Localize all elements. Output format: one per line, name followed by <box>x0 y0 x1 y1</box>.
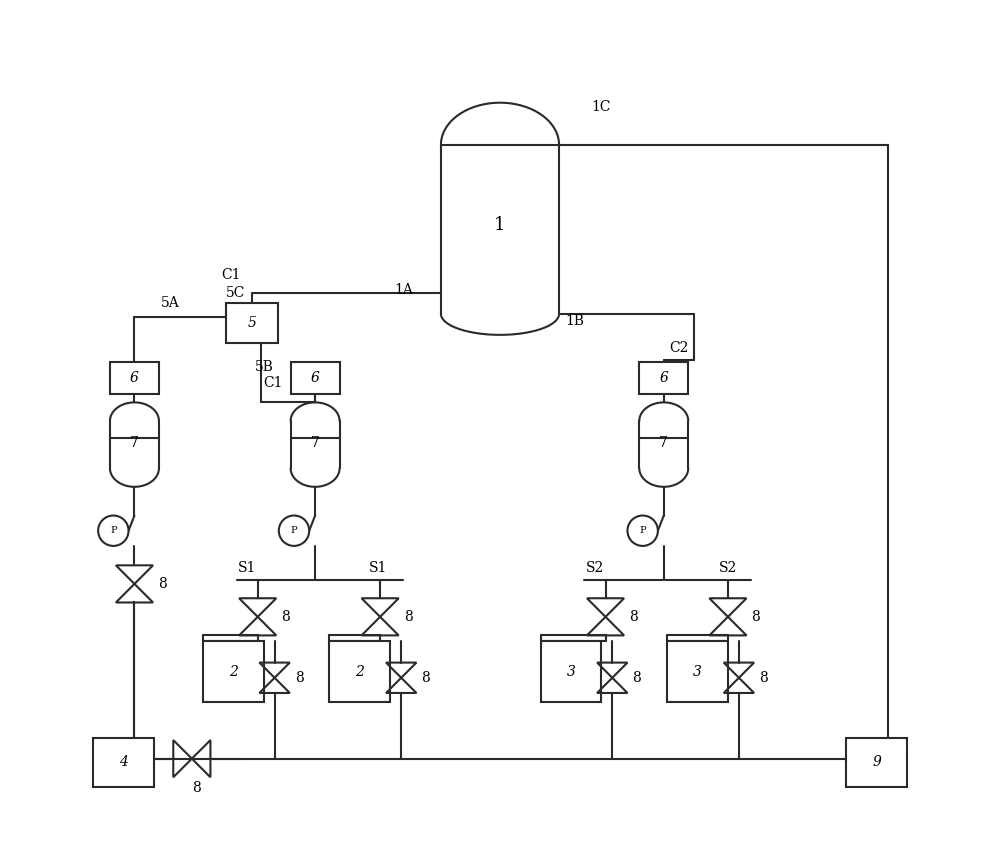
Text: 9: 9 <box>872 755 881 769</box>
Text: 8: 8 <box>295 671 304 684</box>
Bar <box>639 362 688 394</box>
Text: 6: 6 <box>130 371 139 385</box>
Text: C1: C1 <box>263 376 282 390</box>
Text: C2: C2 <box>669 340 688 355</box>
Bar <box>541 641 601 702</box>
Text: P: P <box>291 526 297 535</box>
Text: 4: 4 <box>119 755 128 769</box>
Text: 1A: 1A <box>394 283 413 297</box>
Text: 8: 8 <box>192 781 200 795</box>
Bar <box>93 738 154 787</box>
Circle shape <box>279 516 309 546</box>
Text: 5A: 5A <box>161 296 179 310</box>
Text: 2: 2 <box>229 665 238 678</box>
Bar <box>667 641 728 702</box>
Text: S2: S2 <box>586 561 604 575</box>
Text: 2: 2 <box>355 665 364 678</box>
Text: 8: 8 <box>759 671 768 684</box>
Text: 1: 1 <box>494 216 506 234</box>
Text: 6: 6 <box>311 371 320 385</box>
Text: 8: 8 <box>421 671 430 684</box>
Text: 6: 6 <box>659 371 668 385</box>
Circle shape <box>627 516 658 546</box>
Text: 8: 8 <box>752 610 760 624</box>
Text: 5: 5 <box>247 316 256 330</box>
Text: P: P <box>110 526 117 535</box>
Text: 7: 7 <box>130 436 139 450</box>
Text: 8: 8 <box>629 610 638 624</box>
Text: 3: 3 <box>693 665 702 678</box>
Text: 7: 7 <box>659 436 668 450</box>
Circle shape <box>98 516 129 546</box>
Bar <box>226 302 278 343</box>
Text: 8: 8 <box>633 671 641 684</box>
Bar <box>291 362 340 394</box>
Text: 8: 8 <box>158 577 167 591</box>
Text: C1: C1 <box>221 268 241 282</box>
Text: 3: 3 <box>566 665 575 678</box>
Bar <box>110 362 159 394</box>
Text: 1B: 1B <box>565 313 584 328</box>
Text: 8: 8 <box>404 610 413 624</box>
Text: S1: S1 <box>238 561 257 575</box>
Bar <box>846 738 907 787</box>
Text: P: P <box>639 526 646 535</box>
Text: 1C: 1C <box>591 100 611 113</box>
Text: 7: 7 <box>311 436 320 450</box>
Bar <box>203 641 264 702</box>
Text: S1: S1 <box>369 561 388 575</box>
Text: 5B: 5B <box>254 360 273 374</box>
Text: 5C: 5C <box>226 285 245 300</box>
Text: 8: 8 <box>281 610 290 624</box>
Text: S2: S2 <box>719 561 737 575</box>
Bar <box>329 641 390 702</box>
